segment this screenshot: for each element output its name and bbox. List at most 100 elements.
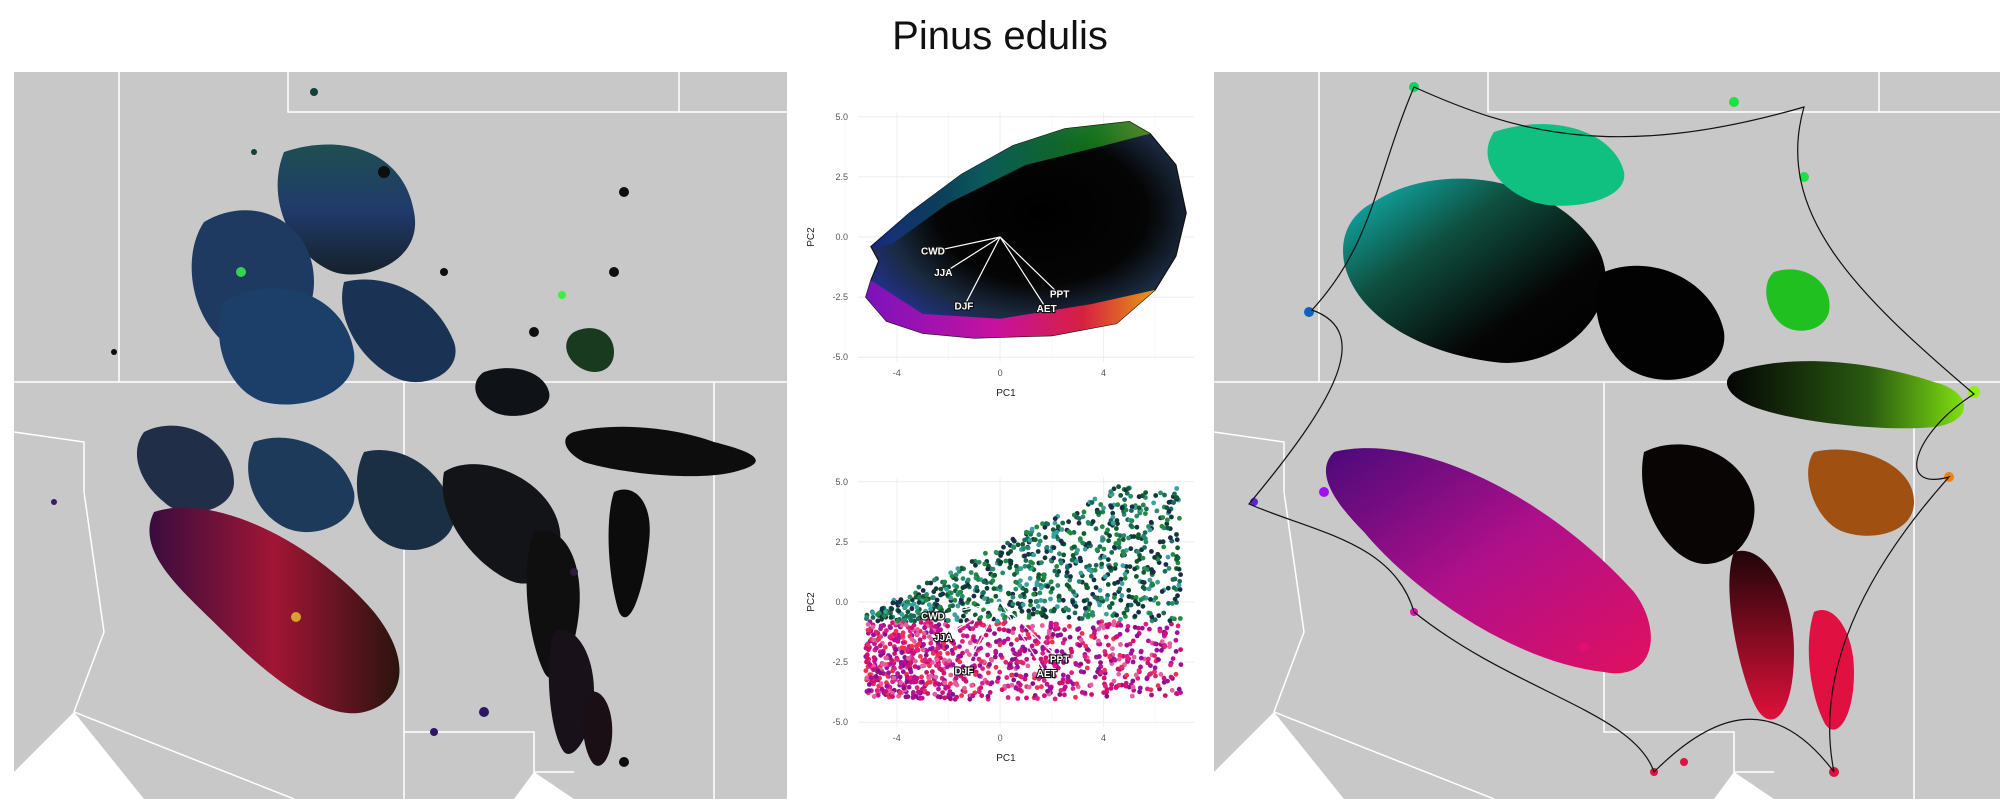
scatter-point <box>1138 655 1144 661</box>
scatter-point <box>922 625 927 631</box>
scatter-point <box>1061 552 1067 558</box>
scatter-point <box>1127 564 1133 569</box>
scatter-point <box>977 673 982 679</box>
y-axis-label: PC2 <box>806 592 817 612</box>
scatter-point <box>1074 681 1080 687</box>
scatter-point <box>999 550 1005 556</box>
scatter-point <box>1138 597 1144 603</box>
scatter-point <box>1042 693 1047 699</box>
scatter-point <box>924 670 929 675</box>
scatter-point <box>932 691 938 697</box>
scatter-point <box>1128 493 1134 499</box>
scatter-point <box>1032 638 1038 644</box>
scatter-point <box>1116 545 1122 550</box>
scatter-point <box>1176 566 1182 572</box>
scatter-point <box>1137 689 1142 695</box>
scatter-point <box>1018 566 1024 571</box>
scatter-point <box>1036 532 1042 538</box>
scatter-point <box>1116 671 1122 677</box>
x-tick-label: 0 <box>998 733 1003 743</box>
scatter-point <box>998 652 1004 658</box>
scatter-point <box>931 589 937 595</box>
loading-vector <box>963 601 1001 672</box>
scatter-point <box>1001 627 1007 633</box>
scatter-point <box>966 597 972 602</box>
scatter-point <box>1146 586 1152 592</box>
scatter-point <box>1111 486 1117 492</box>
scatter-point <box>1027 537 1033 543</box>
scatter-point <box>915 609 920 614</box>
scatter-point <box>878 643 883 649</box>
pca-scatter-top: CWD JJA DJF PPT AET -4 0 4 5.0 2.5 0.0 -2.5 -5.0 PC1… <box>800 100 1208 405</box>
scatter-point <box>874 645 879 651</box>
scatter-point <box>1094 547 1100 553</box>
scatter-point <box>1048 548 1054 554</box>
scatter-point <box>1134 633 1140 639</box>
scatter-point <box>890 600 896 606</box>
scatter-point <box>1176 582 1182 588</box>
scatter-point <box>1148 519 1154 525</box>
scatter-point <box>1118 597 1124 603</box>
scatter-point <box>1160 515 1166 520</box>
scatter-point <box>1143 621 1149 627</box>
scatter-point <box>1130 638 1136 644</box>
scatter-point <box>1050 586 1055 591</box>
scatter-point <box>968 570 974 575</box>
scatter-point <box>938 586 944 592</box>
scatter-point <box>1034 685 1040 690</box>
scatter-point <box>1105 557 1111 562</box>
scatter-point <box>909 636 915 642</box>
scatter-point <box>864 614 870 620</box>
scatter-point <box>1067 577 1073 583</box>
scatter-point <box>912 679 917 684</box>
scatter-point <box>1147 626 1152 632</box>
point-cloud-bottom <box>863 484 1184 702</box>
scatter-point <box>872 658 877 664</box>
scatter-point <box>1005 551 1011 556</box>
scatter-point <box>1060 597 1066 603</box>
scatter-point <box>1114 526 1119 531</box>
scatter-point <box>1066 529 1072 534</box>
scatter-point <box>1118 493 1124 498</box>
scatter-point <box>971 593 977 599</box>
scatter-point <box>1175 623 1181 629</box>
scatter-point <box>1178 662 1184 667</box>
scatter-point <box>1017 583 1023 588</box>
scatter-point <box>1052 673 1057 679</box>
scatter-point <box>1060 672 1066 678</box>
vector-label-djf: DJF <box>955 302 974 313</box>
scatter-point <box>1133 672 1139 678</box>
scatter-point <box>948 672 954 678</box>
scatter-point <box>916 600 922 605</box>
scatter-point <box>1039 684 1044 690</box>
scatter-point <box>893 647 899 653</box>
scatter-point <box>1013 685 1019 691</box>
right-map-svg <box>1214 72 2000 799</box>
scatter-point <box>1110 520 1116 526</box>
scatter-point <box>1048 579 1054 585</box>
scatter-point <box>870 610 876 616</box>
scatter-point <box>1020 542 1026 547</box>
scatter-point <box>1032 675 1037 681</box>
scatter-point <box>1157 628 1163 634</box>
scatter-point <box>938 694 943 700</box>
scatter-point <box>1175 593 1180 599</box>
scatter-point <box>914 675 920 681</box>
scatter-point <box>953 576 959 582</box>
scatter-point <box>864 689 870 694</box>
scatter-point <box>934 663 939 668</box>
scatter-point <box>882 662 888 668</box>
y-tick-label: 2.5 <box>835 537 848 547</box>
scatter-point <box>863 645 869 651</box>
scatter-point <box>965 582 971 588</box>
scatter-point <box>1038 610 1044 616</box>
scatter-point <box>1107 604 1112 609</box>
scatter-point <box>1035 549 1041 554</box>
scatter-point <box>1109 550 1115 555</box>
scatter-point <box>971 601 977 606</box>
scatter-point <box>1010 536 1016 542</box>
scatter-point <box>894 637 899 643</box>
scatter-point <box>1046 630 1052 636</box>
scatter-point <box>1070 553 1076 558</box>
scatter-point <box>1087 601 1093 607</box>
